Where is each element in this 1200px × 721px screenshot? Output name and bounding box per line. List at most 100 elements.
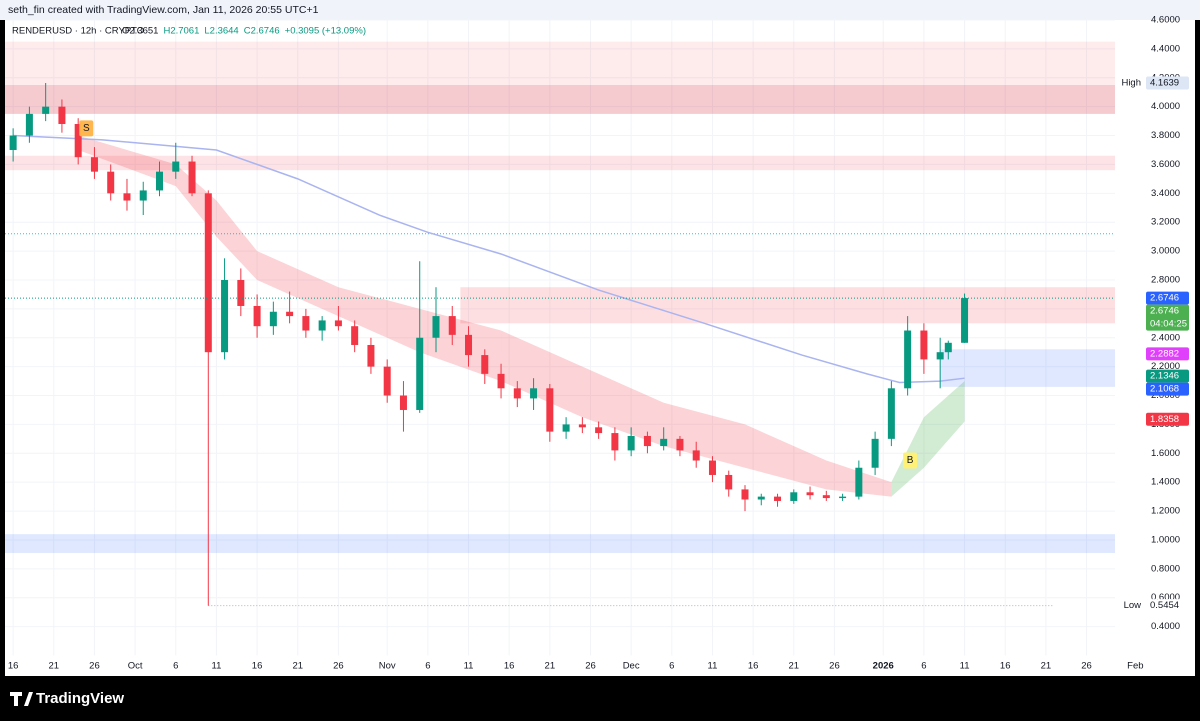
y-tick-label: 3.6000 xyxy=(1151,159,1180,170)
y-tick-label: 3.0000 xyxy=(1151,246,1180,257)
price-label: 2.6746 xyxy=(1150,293,1179,304)
x-tick-label: Oct xyxy=(128,661,143,672)
x-tick-label: 6 xyxy=(921,661,926,672)
candle-body xyxy=(741,489,749,500)
price-label: 2.2882 xyxy=(1150,348,1179,359)
band-segment xyxy=(582,366,664,447)
countdown: 04:04:25 xyxy=(1150,319,1187,330)
symbol: RENDERUSD · 12h · CRYPTO xyxy=(12,26,144,37)
candle-body xyxy=(90,157,98,172)
zone xyxy=(5,155,1115,171)
price-label-box xyxy=(1146,76,1189,90)
signal-marker xyxy=(79,120,94,137)
chart-area xyxy=(5,20,1195,676)
candle-body xyxy=(42,106,50,114)
price-tag: Low xyxy=(1124,600,1142,611)
y-tick-label: 0.8000 xyxy=(1151,563,1180,574)
candle-body xyxy=(562,424,570,432)
candle-body xyxy=(139,190,147,201)
candle-body xyxy=(253,305,261,327)
candle-body xyxy=(692,450,700,461)
band-segment xyxy=(216,200,258,280)
candle-body xyxy=(871,438,879,468)
logo-mark xyxy=(10,692,33,706)
candle-body xyxy=(530,388,538,399)
price-label-box xyxy=(1146,347,1189,361)
ohlc-value: C2.6746 xyxy=(244,26,280,37)
y-tick-label: 3.2000 xyxy=(1151,217,1180,228)
zone xyxy=(5,84,1115,114)
x-tick-label: 6 xyxy=(425,661,430,672)
candle-body xyxy=(383,366,391,396)
candle-body xyxy=(432,316,440,338)
candle-body xyxy=(334,320,342,327)
x-tick-label: 11 xyxy=(211,661,221,672)
x-tick-label: 16 xyxy=(8,661,19,672)
x-tick-label: 11 xyxy=(708,661,718,672)
candle-body xyxy=(465,334,473,356)
candle-body xyxy=(188,161,196,194)
y-tick-label: 3.8000 xyxy=(1151,130,1180,141)
band-segment xyxy=(745,424,827,490)
band-segment xyxy=(338,287,420,353)
candle-body xyxy=(513,388,521,399)
price-tag: High xyxy=(1121,78,1141,89)
credit: seth_fin created with TradingView.com, J… xyxy=(8,4,319,16)
candle-body xyxy=(302,316,310,331)
x-tick-label: 21 xyxy=(292,661,303,672)
zone xyxy=(5,41,1115,114)
y-tick-label: 3.4000 xyxy=(1151,188,1180,199)
y-tick-label: 1.4000 xyxy=(1151,477,1180,488)
ohlc-value: O2.3651 xyxy=(122,26,158,37)
y-tick-label: 0.6000 xyxy=(1151,592,1180,603)
signal-marker xyxy=(903,452,918,469)
x-tick-label: 6 xyxy=(173,661,178,672)
candle-body xyxy=(676,438,684,451)
candle-body xyxy=(399,395,407,410)
candle-body xyxy=(725,474,733,490)
candle-body xyxy=(920,330,928,360)
candle-body xyxy=(25,113,33,136)
candle-body xyxy=(204,193,212,353)
band-segment xyxy=(501,330,583,418)
candle-body xyxy=(708,460,716,475)
candle-body xyxy=(351,326,359,345)
x-tick-label: 26 xyxy=(333,661,344,672)
candle-body xyxy=(123,193,131,201)
y-tick-label: 2.8000 xyxy=(1151,274,1180,285)
logo-text: TradingView xyxy=(36,690,124,707)
candle-body xyxy=(611,433,619,451)
x-tick-label: 21 xyxy=(49,661,60,672)
candle-body xyxy=(887,388,895,439)
y-tick-label: 1.2000 xyxy=(1151,506,1180,517)
candle-body xyxy=(221,279,229,353)
ohlc-legend: O2.3651 H2.7061 L2.3644 C2.6746 +0.3095 (+13… xyxy=(122,26,366,37)
y-tick-label: 1.6000 xyxy=(1151,448,1180,459)
zone xyxy=(940,349,1115,387)
x-tick-label: 16 xyxy=(748,661,759,672)
x-tick-label: 11 xyxy=(464,661,474,672)
y-tick-label: 4.0000 xyxy=(1151,101,1180,112)
candle-body xyxy=(855,467,863,497)
band-segment xyxy=(78,135,176,187)
candle-body xyxy=(790,492,798,501)
y-tick-label: 4.4000 xyxy=(1151,43,1180,54)
candle-body xyxy=(660,438,668,447)
price-label: 0.5454 xyxy=(1150,600,1179,611)
candle-body xyxy=(286,311,294,317)
candle-body xyxy=(416,337,424,410)
x-tick-label: Nov xyxy=(379,661,396,672)
x-tick-label: 11 xyxy=(960,661,970,672)
candle-body xyxy=(481,355,489,374)
ohlc-value: L2.3644 xyxy=(204,26,238,37)
candle-body xyxy=(643,435,651,447)
x-tick-label: 26 xyxy=(89,661,100,672)
candle-body xyxy=(904,330,912,389)
candle-body xyxy=(58,106,66,124)
candle-body xyxy=(237,279,245,306)
signal-label: B xyxy=(907,455,914,466)
price-label: 2.1068 xyxy=(1150,384,1179,395)
band-segment xyxy=(419,308,502,382)
candle-body xyxy=(936,352,944,360)
candle-body xyxy=(156,171,164,191)
